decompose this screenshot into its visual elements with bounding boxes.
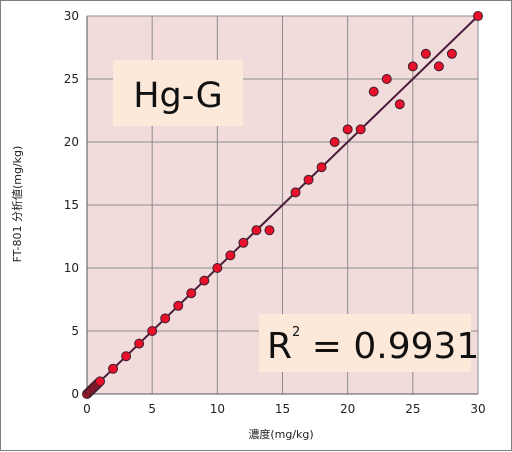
data-point	[316, 162, 327, 173]
r-squared-label: R2 = 0.9931	[267, 325, 479, 367]
data-point	[433, 61, 444, 72]
data-point	[407, 61, 418, 72]
data-point	[394, 99, 405, 110]
sample-label-box	[113, 60, 243, 126]
x-tick-label: 25	[405, 402, 420, 416]
y-tick-label: 5	[71, 324, 79, 338]
x-tick-label: 15	[275, 402, 290, 416]
data-point	[238, 237, 249, 248]
y-tick-label: 30	[64, 9, 79, 23]
r-squared-box	[259, 314, 471, 372]
x-tick-label: 10	[210, 402, 225, 416]
data-point	[173, 300, 184, 311]
y-tick-label: 0	[71, 387, 79, 401]
data-point	[186, 288, 197, 299]
y-tick-label: 15	[64, 198, 79, 212]
data-point	[420, 48, 431, 59]
data-point	[147, 326, 158, 336]
data-point	[368, 86, 379, 97]
x-axis-title: 濃度(mg/kg)	[248, 427, 313, 441]
data-point	[251, 225, 262, 236]
data-point	[160, 313, 171, 324]
data-point	[381, 74, 392, 84]
r-squared-value: = 0.9931	[300, 326, 479, 367]
y-tick-label: 25	[64, 72, 79, 86]
data-point	[199, 275, 210, 286]
r-squared-superscript: 2	[292, 325, 300, 340]
r-squared-base: R	[267, 326, 292, 367]
x-tick-label: 0	[83, 402, 91, 416]
x-tick-label: 20	[340, 402, 355, 416]
data-point	[290, 187, 301, 198]
sample-label: Hg-G	[133, 76, 223, 116]
x-tick-label: 5	[148, 402, 156, 416]
data-point	[355, 124, 366, 135]
data-point	[446, 48, 457, 59]
data-point	[264, 225, 275, 236]
data-point	[108, 363, 119, 374]
data-points	[82, 11, 483, 399]
data-point	[329, 137, 340, 147]
y-tick-labels: 0 5 10 15 20 25 30	[64, 9, 79, 401]
data-point	[303, 174, 314, 185]
data-point	[121, 351, 132, 362]
y-tick-label: 20	[64, 135, 79, 149]
data-point	[95, 376, 106, 387]
x-tick-label: 30	[470, 402, 485, 416]
data-point	[225, 250, 236, 261]
y-tick-label: 10	[64, 261, 79, 275]
data-point	[473, 11, 483, 21]
data-point	[342, 124, 353, 135]
x-tick-labels: 0 5 10 15 20 25 30	[83, 402, 485, 416]
y-axis-title: FT-801 分析値(mg/kg)	[10, 146, 24, 263]
data-point	[134, 338, 145, 349]
data-point	[212, 263, 223, 273]
